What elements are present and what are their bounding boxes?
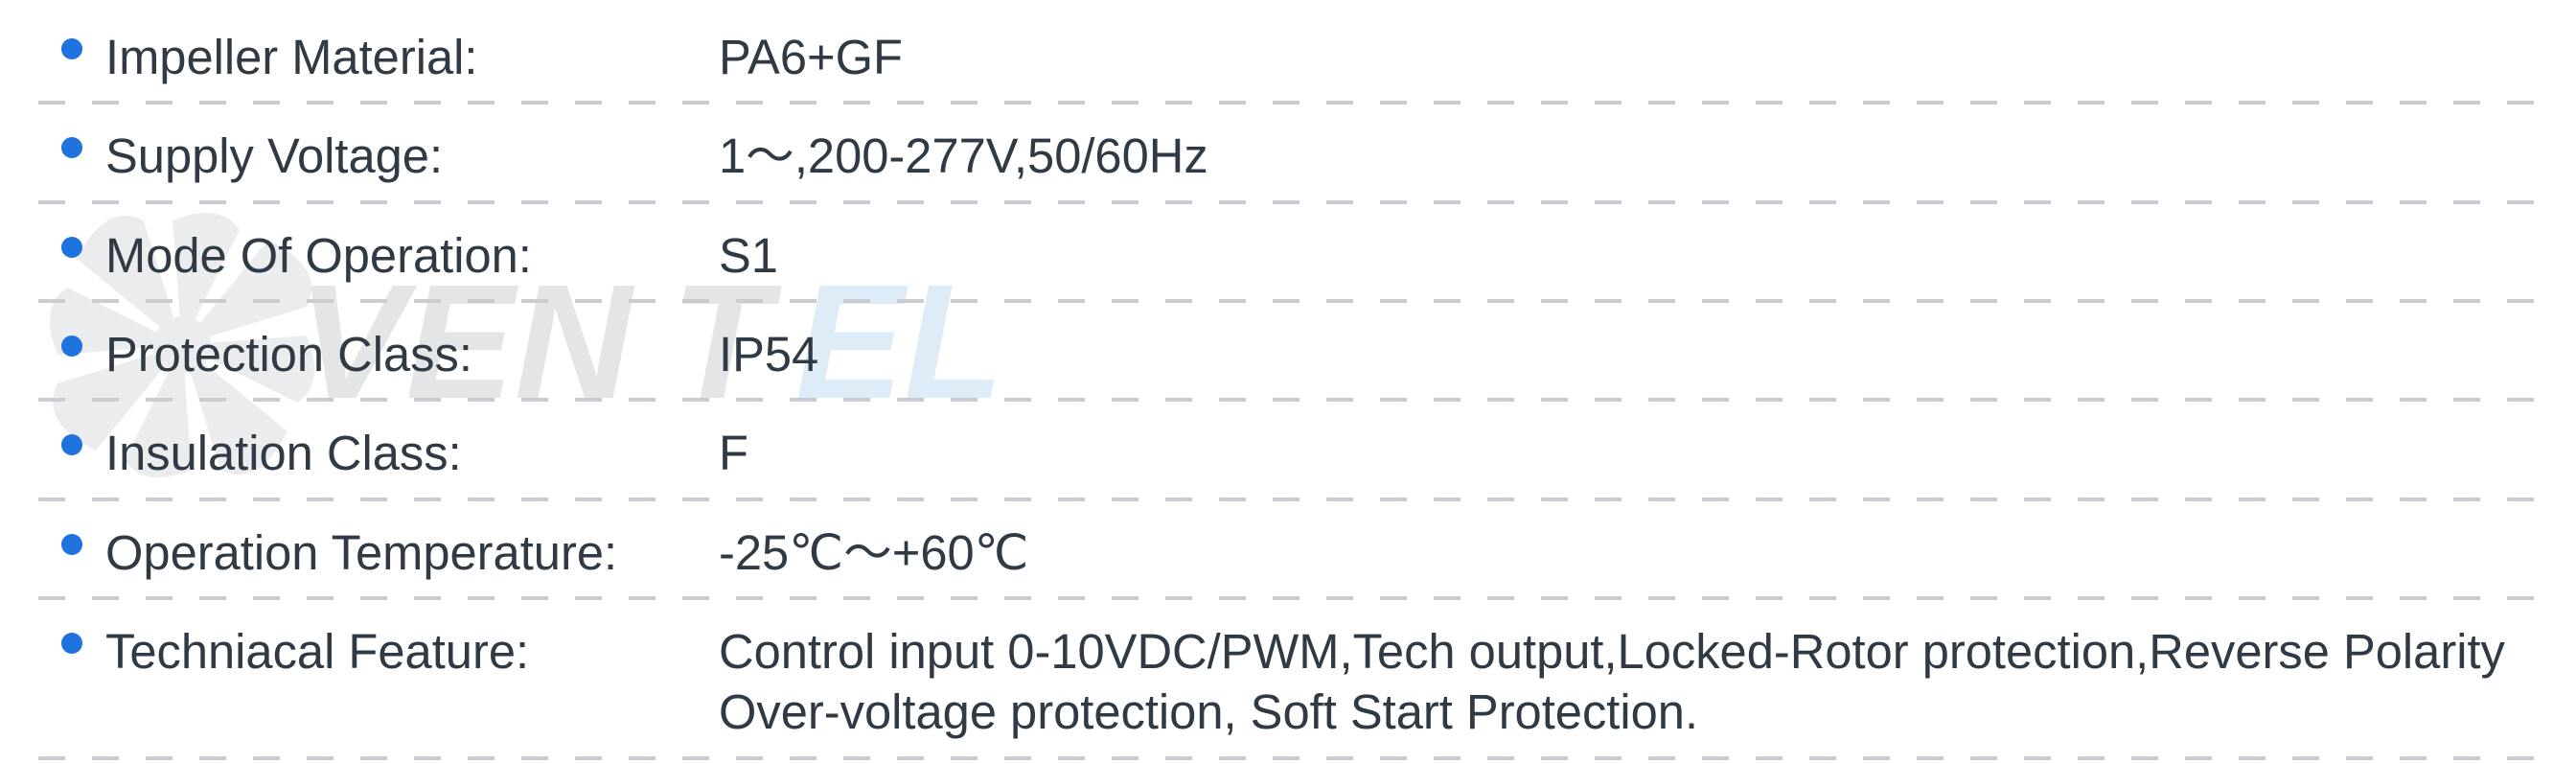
- spec-row: Operation Temperature: -25℃～+60℃: [38, 505, 2538, 604]
- spec-row: Impeller Material: PA6+GF: [38, 10, 2538, 108]
- spec-value: PA6+GF: [719, 30, 903, 84]
- spec-label: Impeller Material:: [105, 30, 477, 84]
- bullet-icon: [38, 27, 105, 59]
- bullet-icon: [38, 621, 105, 654]
- bullet-icon: [38, 522, 105, 555]
- spec-label: Supply Voltage:: [105, 128, 443, 183]
- spec-value: F: [719, 426, 748, 480]
- spec-value: S1: [719, 228, 778, 283]
- spec-label: Operation Temperature:: [105, 525, 617, 580]
- spec-row: Techniacal Feature: Control input 0-10VD…: [38, 604, 2538, 764]
- spec-row: Mode Of Operation: S1: [38, 208, 2538, 307]
- spec-label: Mode Of Operation:: [105, 228, 532, 283]
- spec-value: IP54: [719, 327, 818, 382]
- spec-list: Impeller Material: PA6+GF Supply Voltage…: [0, 0, 2576, 764]
- spec-label: Protection Class:: [105, 327, 472, 382]
- bullet-icon: [38, 423, 105, 455]
- spec-value: Control input 0-10VDC/PWM,Tech output,Lo…: [719, 624, 2505, 739]
- bullet-icon: [38, 126, 105, 158]
- bullet-icon: [38, 225, 105, 258]
- spec-value: -25℃～+60℃: [719, 525, 1029, 580]
- bullet-icon: [38, 324, 105, 357]
- spec-row: Supply Voltage: 1～,200-277V,50/60Hz: [38, 108, 2538, 207]
- spec-value: 1～,200-277V,50/60Hz: [719, 128, 1208, 183]
- spec-row: Protection Class: IP54: [38, 307, 2538, 405]
- spec-label: Insulation Class:: [105, 426, 462, 480]
- spec-row: Insulation Class: F: [38, 405, 2538, 504]
- spec-label: Techniacal Feature:: [105, 624, 529, 679]
